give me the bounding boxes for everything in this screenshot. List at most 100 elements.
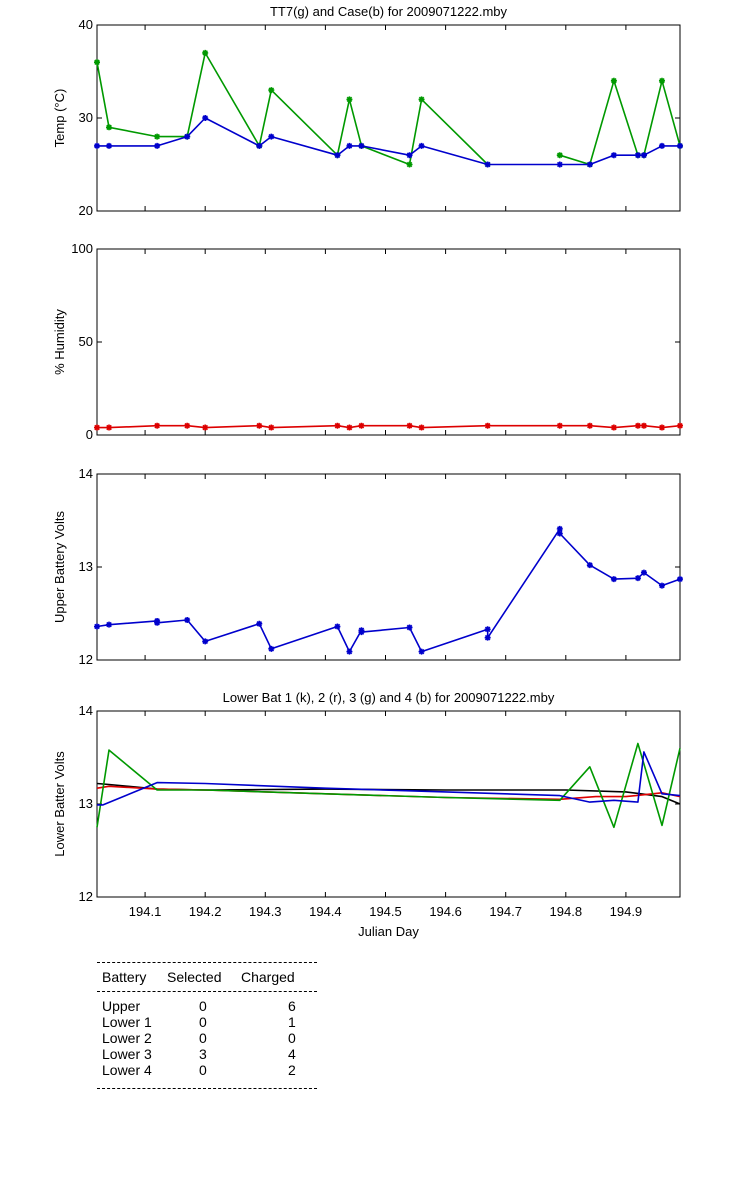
data-point bbox=[94, 623, 100, 630]
y-tick-label: 13 bbox=[79, 796, 93, 811]
data-point bbox=[334, 623, 341, 630]
y-tick-label: 12 bbox=[79, 889, 93, 904]
data-point bbox=[358, 422, 365, 429]
row-selected: 0 bbox=[199, 1014, 207, 1030]
y-axis-label: % Humidity bbox=[52, 309, 67, 375]
x-axis-label: Julian Day bbox=[358, 924, 419, 939]
plot-frame bbox=[96, 248, 681, 436]
series-line bbox=[96, 782, 681, 805]
y-tick-label: 0 bbox=[86, 427, 93, 442]
y-axis-label: Lower Batter Volts bbox=[52, 751, 67, 857]
data-point bbox=[418, 96, 425, 103]
table-row: Lower 2 0 0 bbox=[97, 1030, 317, 1046]
data-point bbox=[358, 629, 365, 636]
data-point bbox=[634, 422, 641, 429]
y-tick-label: 40 bbox=[79, 17, 93, 32]
chart-title: TT7(g) and Case(b) for 2009071222.mby bbox=[270, 4, 508, 19]
data-point bbox=[406, 161, 413, 168]
table-row: Lower 4 0 2 bbox=[97, 1062, 317, 1078]
table-row: Lower 3 3 4 bbox=[97, 1046, 317, 1062]
table-header-rule bbox=[97, 991, 317, 992]
data-point bbox=[406, 422, 413, 429]
row-battery: Upper bbox=[102, 998, 141, 1014]
data-point bbox=[677, 142, 683, 149]
x-tick-label: 194.8 bbox=[550, 904, 583, 919]
data-point bbox=[640, 152, 647, 159]
data-point bbox=[658, 142, 665, 149]
series-line bbox=[96, 742, 681, 829]
battery-table: Battery Selected Charged Upper 0 6 Lower… bbox=[97, 962, 317, 1089]
data-point bbox=[184, 133, 191, 140]
data-point bbox=[94, 142, 100, 149]
y-axis-label: Temp (°C) bbox=[52, 89, 67, 148]
data-point bbox=[610, 77, 617, 84]
data-point bbox=[406, 152, 413, 159]
series-line bbox=[97, 424, 681, 429]
data-point bbox=[94, 59, 100, 66]
data-point bbox=[154, 142, 161, 149]
data-point bbox=[184, 422, 191, 429]
data-point bbox=[586, 161, 593, 168]
data-point bbox=[640, 569, 647, 576]
row-selected: 0 bbox=[199, 1062, 207, 1078]
data-point bbox=[556, 525, 563, 532]
data-point bbox=[418, 424, 425, 431]
row-selected: 3 bbox=[199, 1046, 207, 1062]
data-point bbox=[202, 424, 209, 431]
data-point bbox=[268, 645, 275, 652]
data-point bbox=[634, 152, 641, 159]
row-selected: 0 bbox=[199, 1030, 207, 1046]
data-point bbox=[556, 161, 563, 168]
data-point bbox=[610, 152, 617, 159]
data-point bbox=[94, 424, 100, 431]
data-point bbox=[610, 576, 617, 583]
data-point bbox=[556, 530, 563, 537]
data-point bbox=[154, 422, 161, 429]
data-point bbox=[202, 115, 209, 121]
series-line bbox=[97, 117, 680, 166]
header-selected: Selected bbox=[167, 969, 222, 985]
table-top-rule bbox=[97, 962, 317, 963]
y-axis-label: Upper Battery Volts bbox=[52, 511, 67, 623]
data-point bbox=[334, 422, 341, 429]
row-selected: 0 bbox=[199, 998, 207, 1014]
x-tick-label: 194.5 bbox=[369, 904, 402, 919]
x-tick-label: 194.1 bbox=[129, 904, 162, 919]
data-point bbox=[640, 422, 647, 429]
data-point bbox=[484, 634, 491, 641]
data-point bbox=[256, 142, 263, 149]
row-charged: 2 bbox=[288, 1062, 296, 1078]
y-tick-label: 14 bbox=[79, 703, 93, 718]
data-point bbox=[586, 422, 593, 429]
row-charged: 4 bbox=[288, 1046, 296, 1062]
data-point bbox=[634, 575, 641, 582]
y-tick-label: 12 bbox=[79, 652, 93, 667]
series-line bbox=[96, 528, 681, 653]
data-point bbox=[658, 582, 665, 589]
data-point bbox=[106, 621, 113, 628]
table-header-row: Battery Selected Charged bbox=[97, 963, 317, 991]
x-tick-label: 194.6 bbox=[429, 904, 462, 919]
row-battery: Lower 2 bbox=[102, 1030, 152, 1046]
y-tick-label: 13 bbox=[79, 559, 93, 574]
table-row: Upper 0 6 bbox=[97, 998, 317, 1014]
data-point bbox=[106, 424, 113, 431]
data-point bbox=[658, 424, 665, 431]
data-point bbox=[268, 424, 275, 431]
data-point bbox=[106, 124, 113, 131]
data-point bbox=[677, 422, 683, 429]
series-line bbox=[96, 785, 681, 801]
x-tick-label: 194.4 bbox=[309, 904, 342, 919]
plot-frame bbox=[96, 24, 681, 212]
plot-frame bbox=[96, 710, 681, 898]
x-tick-label: 194.2 bbox=[189, 904, 222, 919]
data-point bbox=[268, 133, 275, 140]
data-point bbox=[418, 142, 425, 149]
x-tick-label: 194.9 bbox=[610, 904, 643, 919]
chart-title: Lower Bat 1 (k), 2 (r), 3 (g) and 4 (b) … bbox=[223, 690, 555, 705]
table-row: Lower 1 0 1 bbox=[97, 1014, 317, 1030]
header-charged: Charged bbox=[241, 969, 295, 985]
series-line bbox=[97, 751, 681, 806]
data-point bbox=[346, 96, 353, 103]
chart-figure: 20 30 40 TT7(g) and Case(b) for 2009071222.… bbox=[52, 4, 683, 939]
